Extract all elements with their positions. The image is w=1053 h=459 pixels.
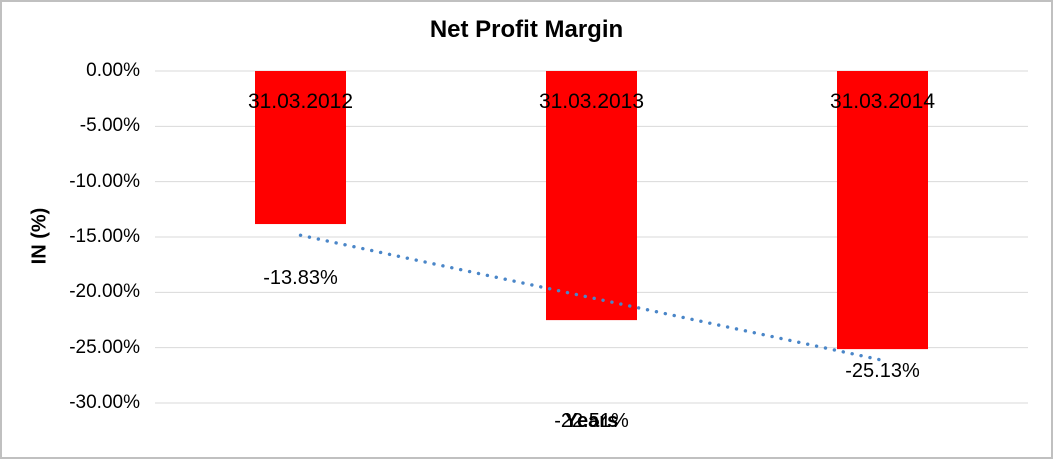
category-label: 31.03.2013 — [538, 90, 645, 113]
y-tick-label: -30.00% — [69, 392, 140, 413]
data-label: -22.51% — [554, 410, 629, 432]
data-label: -25.13% — [845, 360, 920, 382]
y-tick-label: 0.00% — [86, 60, 140, 81]
x-axis-title: Years — [564, 410, 619, 432]
y-tick-label: -5.00% — [79, 115, 140, 137]
trendline — [298, 233, 885, 362]
bar-31.03.2014 — [837, 71, 928, 350]
y-tick-label: -20.00% — [69, 281, 140, 303]
category-label: 31.03.2012 — [247, 90, 354, 113]
category-label: 31.03.2014 — [829, 90, 936, 113]
y-tick-label: -25.00% — [69, 336, 140, 358]
chart-title: Net Profit Margin — [429, 16, 624, 43]
bar-31.03.2012 — [255, 71, 346, 225]
data-label: -13.83% — [263, 267, 338, 289]
y-tick-label: -10.00% — [69, 170, 140, 192]
bar-31.03.2013 — [546, 71, 637, 321]
y-tick-label: -15.00% — [69, 226, 140, 247]
